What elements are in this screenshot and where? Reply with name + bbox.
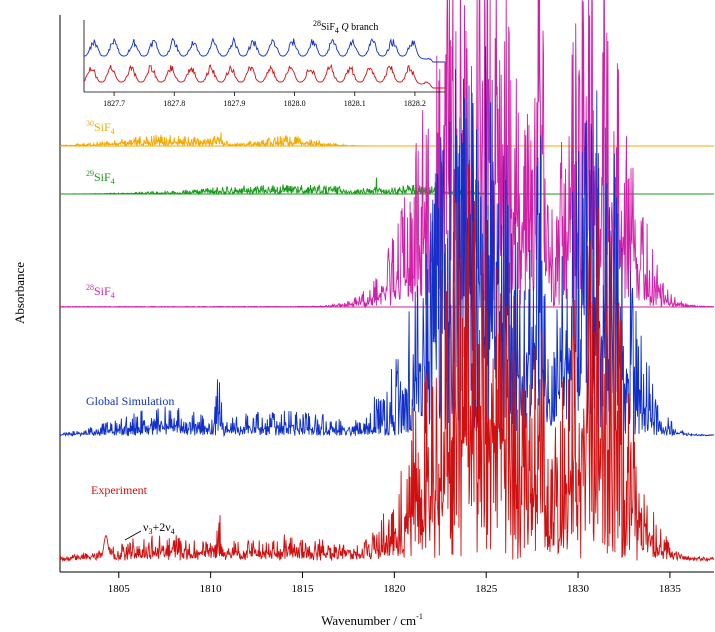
trace-experiment: [59, 165, 715, 563]
x-axis-title: Wavenumber / cm-1: [321, 612, 423, 628]
inset-x-tick-label: 1827.7: [103, 99, 125, 108]
inset-trace-experiment: [83, 64, 445, 89]
inset-title: 28SiF4 Q branch: [313, 19, 378, 35]
trace-30sif4: [59, 132, 714, 148]
series-label-experiment: Experiment: [91, 483, 148, 497]
inset-x-tick-label: 1828.2: [404, 99, 426, 108]
y-axis-title: Absorbance: [12, 262, 27, 324]
series-label-30sif4: 30SiF4: [86, 119, 115, 136]
x-tick-label: 1835: [659, 583, 682, 595]
x-tick-label: 1830: [567, 583, 590, 595]
trace-global-simulation: [59, 46, 715, 438]
series-label-29sif4: 29SiF4: [86, 169, 115, 186]
inset-trace-simulation: [84, 36, 445, 63]
x-tick-label: 1825: [475, 583, 498, 595]
x-tick-label: 1805: [108, 583, 131, 595]
series-label-28sif4: 28SiF4: [86, 283, 115, 300]
x-tick-label: 1815: [291, 583, 314, 595]
x-tick-label: 1810: [200, 583, 223, 595]
x-axis-ticks: 1805 1810 1815 1820 1825 1830 1835: [108, 572, 682, 595]
inset-x-tick-label: 1827.8: [163, 99, 185, 108]
spectrum-traces: [59, 0, 715, 563]
band-annotation-pointer: [124, 530, 142, 541]
series-label-global-simulation: Global Simulation: [86, 394, 174, 408]
band-annotation: ν3+2ν4: [143, 520, 175, 536]
inset-x-tick-label: 1828.1: [344, 99, 366, 108]
q-branch-inset: 1827.7 1827.8 1827.9 1828.0 1828.1 1828.2 28Si…: [83, 19, 445, 108]
x-tick-label: 1820: [383, 583, 406, 595]
inset-x-tick-label: 1827.9: [223, 99, 245, 108]
inset-x-tick-label: 1828.0: [284, 99, 306, 108]
